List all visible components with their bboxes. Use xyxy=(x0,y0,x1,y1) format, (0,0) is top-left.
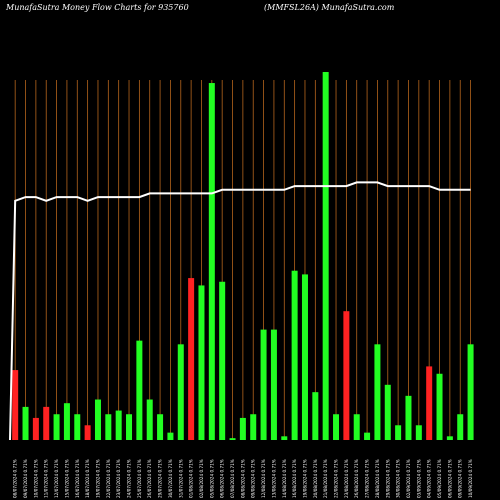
x-tick-label: 11/07/2024 0.71% xyxy=(44,459,49,498)
bar-down xyxy=(43,406,50,440)
bar-up xyxy=(157,414,164,440)
bar-up xyxy=(270,329,277,440)
bar-up xyxy=(250,414,257,440)
bar-up xyxy=(395,425,402,440)
x-tick-label: 06/09/2024 0.71% xyxy=(447,459,452,498)
x-tick-label: 22/07/2024 0.71% xyxy=(106,459,111,498)
chart-site-label: (MMFSL26A) MunafaSutra.com xyxy=(264,3,395,12)
money-flow-line xyxy=(9,181,471,441)
bar-up xyxy=(333,414,340,440)
bar-up xyxy=(322,72,329,440)
x-tick-label: 25/07/2024 0.71% xyxy=(137,459,142,498)
x-tick-label: 27/08/2024 0.71% xyxy=(365,459,370,498)
x-tick-label: 07/08/2024 0.71% xyxy=(230,459,235,498)
x-tick-label: 29/08/2024 0.71% xyxy=(385,459,390,498)
bar-down xyxy=(343,311,350,440)
x-tick-label: 01/08/2024 0.71% xyxy=(189,459,194,498)
chart-title: MunafaSutra Money Flow Charts for 935760 xyxy=(5,3,189,12)
x-tick-label: 05/08/2024 0.71% xyxy=(209,459,214,498)
x-tick-label: 03/09/2024 0.71% xyxy=(416,459,421,498)
x-tick-label: 09/09/2024 0.71% xyxy=(458,459,463,498)
bar-up xyxy=(436,373,443,440)
bar-up xyxy=(415,425,422,440)
bar-up xyxy=(63,403,70,440)
bar-up xyxy=(146,399,153,440)
bar-up xyxy=(353,414,360,440)
x-tick-label: 02/08/2024 0.71% xyxy=(199,459,204,498)
x-tick-label: 30/08/2024 0.71% xyxy=(396,459,401,498)
bar-up xyxy=(446,436,453,440)
bar-up xyxy=(53,414,60,440)
x-tick-label: 14/08/2024 0.71% xyxy=(282,459,287,498)
bar-down xyxy=(426,366,433,440)
x-tick-label: 10/09/2024 0.71% xyxy=(468,459,473,498)
bar-up xyxy=(260,329,267,440)
x-tick-label: 02/09/2024 0.71% xyxy=(406,459,411,498)
x-tick-label: 12/07/2024 0.71% xyxy=(54,459,59,498)
x-tick-label: 04/09/2024 0.71% xyxy=(427,459,432,498)
x-tick-label: 08/07/2024 0.71% xyxy=(13,459,18,498)
x-tick-label: 21/08/2024 0.71% xyxy=(323,459,328,498)
x-tick-label: 06/08/2024 0.71% xyxy=(220,459,225,498)
bar-series xyxy=(12,72,474,440)
x-tick-label: 18/07/2024 0.71% xyxy=(85,459,90,498)
bar-up xyxy=(312,392,319,440)
bar-down xyxy=(32,417,39,440)
x-tick-label: 05/09/2024 0.71% xyxy=(437,459,442,498)
bar-up xyxy=(136,340,143,440)
bar-up xyxy=(291,270,298,440)
bar-up xyxy=(374,344,381,440)
bar-up xyxy=(115,410,122,440)
x-tick-label: 19/08/2024 0.71% xyxy=(302,459,307,498)
x-tick-label: 26/08/2024 0.71% xyxy=(354,459,359,498)
bar-up xyxy=(301,274,308,440)
bar-down xyxy=(12,370,19,440)
x-tick-label: 09/08/2024 0.71% xyxy=(251,459,256,498)
bar-up xyxy=(74,414,81,440)
bar-down xyxy=(84,425,91,440)
bar-up xyxy=(281,436,288,440)
x-tick-label: 19/07/2024 0.71% xyxy=(95,459,100,498)
x-tick-label: 31/07/2024 0.71% xyxy=(178,459,183,498)
bar-up xyxy=(239,417,246,440)
bar-up xyxy=(208,83,215,440)
x-tick-label: 08/08/2024 0.71% xyxy=(240,459,245,498)
x-axis-tick-labels: 08/07/2024 0.71% 09/07/2024 0.71% 10/07/20… xyxy=(13,459,473,498)
bar-down xyxy=(188,278,195,440)
bar-up xyxy=(457,414,464,440)
x-tick-label: 28/08/2024 0.71% xyxy=(375,459,380,498)
bar-up xyxy=(105,414,112,440)
x-tick-label: 26/07/2024 0.71% xyxy=(147,459,152,498)
x-tick-label: 15/07/2024 0.71% xyxy=(64,459,69,498)
bar-up xyxy=(467,344,474,440)
x-tick-label: 20/08/2024 0.71% xyxy=(313,459,318,498)
x-tick-label: 23/07/2024 0.71% xyxy=(116,459,121,498)
x-tick-label: 12/08/2024 0.71% xyxy=(261,459,266,498)
bar-up xyxy=(177,344,184,440)
x-tick-label: 22/08/2024 0.71% xyxy=(334,459,339,498)
x-tick-label: 10/07/2024 0.71% xyxy=(33,459,38,498)
bar-up xyxy=(405,395,412,440)
bar-up xyxy=(167,432,174,440)
bar-up xyxy=(22,406,29,440)
bar-up xyxy=(364,432,371,440)
bar-up xyxy=(198,285,205,440)
bar-up xyxy=(384,384,391,440)
x-tick-label: 30/07/2024 0.71% xyxy=(168,459,173,498)
x-tick-label: 09/07/2024 0.71% xyxy=(23,459,28,498)
bar-up xyxy=(229,438,236,440)
bar-up xyxy=(219,281,226,440)
x-tick-label: 16/08/2024 0.71% xyxy=(292,459,297,498)
x-tick-label: 24/07/2024 0.71% xyxy=(127,459,132,498)
x-tick-label: 16/07/2024 0.71% xyxy=(75,459,80,498)
x-tick-label: 29/07/2024 0.71% xyxy=(158,459,163,498)
bar-up xyxy=(126,414,133,440)
x-tick-label: 13/08/2024 0.71% xyxy=(271,459,276,498)
x-tick-label: 23/08/2024 0.71% xyxy=(344,459,349,498)
bar-up xyxy=(94,399,101,440)
